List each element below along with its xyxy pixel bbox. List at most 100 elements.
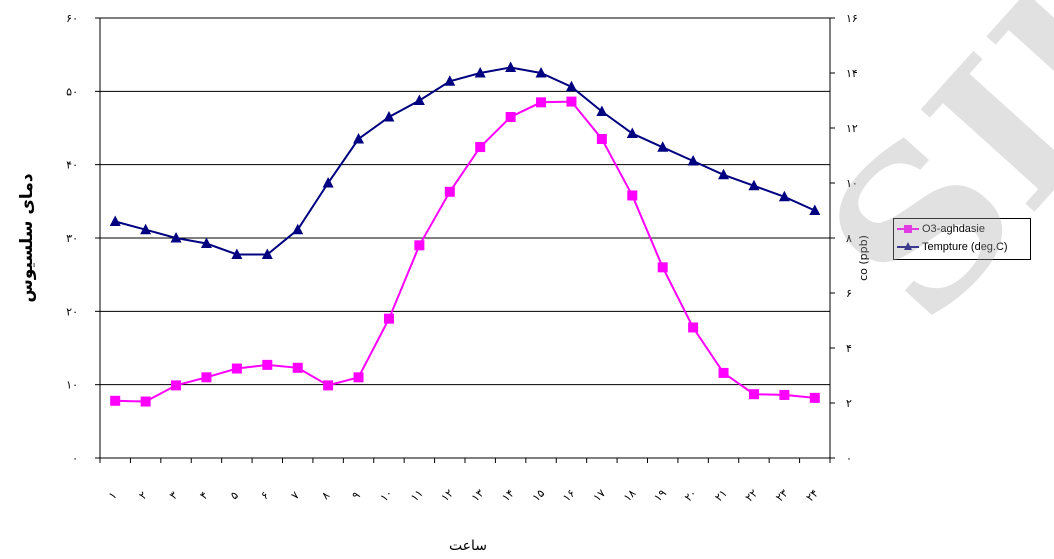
x-tick-label: ۷: [289, 489, 302, 502]
data-point-o3: [292, 362, 303, 373]
data-point-temperature: [626, 127, 638, 138]
x-tick-label: ۲: [136, 489, 149, 502]
data-point-temperature: [687, 155, 699, 166]
series-line-1: [114, 66, 816, 256]
y2-tick-label: ۲: [846, 397, 852, 410]
x-tick-label: ۱۵: [530, 487, 548, 505]
data-point-temperature: [809, 204, 821, 215]
data-point-o3: [505, 112, 516, 122]
y2-tick-label: ۱۲: [846, 122, 858, 135]
data-point-o3: [566, 96, 577, 107]
data-point-temperature: [231, 248, 243, 259]
y2-tick-label: ۰: [846, 452, 852, 465]
y2-tick-label: ۶: [846, 287, 852, 300]
data-point-o3: [748, 389, 759, 400]
data-point-o3: [536, 97, 547, 108]
data-point-temperature: [444, 75, 456, 86]
data-point-o3: [809, 392, 820, 403]
x-tick-label: ۱۸: [621, 487, 639, 505]
y2-tick-label: ۱۴: [846, 67, 858, 80]
data-point-temperature: [383, 111, 395, 122]
data-point-temperature: [718, 168, 730, 180]
series-layer: [109, 61, 821, 407]
data-point-o3: [140, 396, 151, 407]
x-tick-label: ۸: [319, 489, 332, 502]
y2-axis-label: co (ppb): [857, 235, 870, 281]
x-tick-label: ۴: [197, 489, 210, 502]
x-tick-label: ۶: [258, 489, 271, 502]
data-point-o3: [596, 134, 607, 144]
x-tick-label: ۲۰: [682, 487, 700, 505]
data-point-temperature: [109, 215, 121, 226]
data-point-o3: [475, 142, 486, 153]
data-point-temperature: [413, 94, 425, 105]
data-point-temperature: [565, 80, 577, 92]
y-tick-label: ۳۰: [66, 232, 78, 245]
y2-tick-label: ۴: [846, 342, 852, 355]
data-point-o3: [171, 380, 182, 391]
data-point-o3: [688, 322, 699, 333]
y-tick-label: ۴۰: [66, 159, 78, 172]
y-tick-label: ۵۰: [66, 85, 78, 98]
x-tick-label: ۱۰: [378, 487, 396, 505]
data-point-temperature: [748, 179, 760, 191]
x-tick-label: ۵: [228, 489, 241, 502]
x-tick-label: ۲۳: [773, 487, 791, 505]
data-point-o3: [779, 389, 790, 400]
data-point-temperature: [596, 105, 608, 116]
data-point-o3: [444, 186, 455, 197]
y2-tick-label: ۸: [846, 232, 852, 245]
x-tick-label: ۱۱: [408, 487, 426, 505]
x-tick-label: ۱: [106, 489, 119, 502]
data-point-temperature: [170, 232, 182, 243]
data-point-temperature: [292, 223, 304, 235]
data-point-o3: [323, 380, 334, 391]
data-point-temperature: [322, 177, 334, 188]
data-point-temperature: [140, 223, 152, 235]
data-point-o3: [627, 190, 638, 201]
y2-tick-label: ۱۰: [846, 177, 858, 190]
data-point-o3: [201, 372, 212, 383]
data-point-temperature: [200, 237, 212, 248]
data-point-o3: [657, 262, 668, 273]
legend-label-o3: O3-aghdasie: [922, 223, 985, 235]
x-tick-label: ۱۷: [591, 487, 609, 505]
data-point-o3: [110, 395, 121, 406]
x-tick-label: ۱۶: [560, 487, 578, 505]
data-point-temperature: [353, 133, 365, 144]
x-tick-label: ۲۲: [743, 487, 761, 505]
y-axis-label: دمای سلسیوس: [17, 173, 37, 302]
gridlines: [100, 17, 830, 386]
data-point-o3: [383, 313, 394, 324]
data-point-o3: [414, 240, 425, 251]
x-tick-label: ۱۲: [439, 487, 457, 505]
y-tick-label: ۲۰: [66, 305, 78, 318]
x-tick-label: ۲۴: [804, 487, 822, 505]
x-tick-label: ۳: [167, 489, 180, 502]
x-axis-label: ساعت: [449, 538, 487, 554]
legend-label-temperature: Tempture (deg.C): [922, 241, 1008, 253]
legend-item-temperature: Tempture (deg.C): [894, 239, 1030, 255]
y-tick-label: ۰: [72, 452, 78, 465]
data-point-temperature: [505, 61, 517, 72]
x-tick-label: ۹: [349, 489, 362, 502]
data-point-o3: [231, 363, 242, 374]
data-point-temperature: [474, 67, 486, 78]
data-point-o3: [718, 367, 729, 378]
y-tick-label: ۱۰: [66, 379, 78, 392]
x-tick-label: ۱۹: [651, 487, 669, 505]
legend-swatch-temperature: [897, 240, 919, 254]
data-point-temperature: [778, 190, 790, 202]
x-tick-label: ۱۳: [469, 487, 487, 505]
y2-tick-label: ۱۶: [846, 12, 858, 25]
data-point-o3: [353, 372, 364, 383]
series-line-0: [115, 100, 815, 403]
data-point-temperature: [535, 67, 547, 78]
legend: O3-aghdasie Tempture (deg.C): [893, 218, 1031, 260]
y-tick-label: ۶۰: [66, 12, 78, 25]
data-point-temperature: [261, 248, 273, 259]
data-point-o3: [262, 359, 273, 370]
x-tick-label: ۱۴: [499, 487, 517, 505]
